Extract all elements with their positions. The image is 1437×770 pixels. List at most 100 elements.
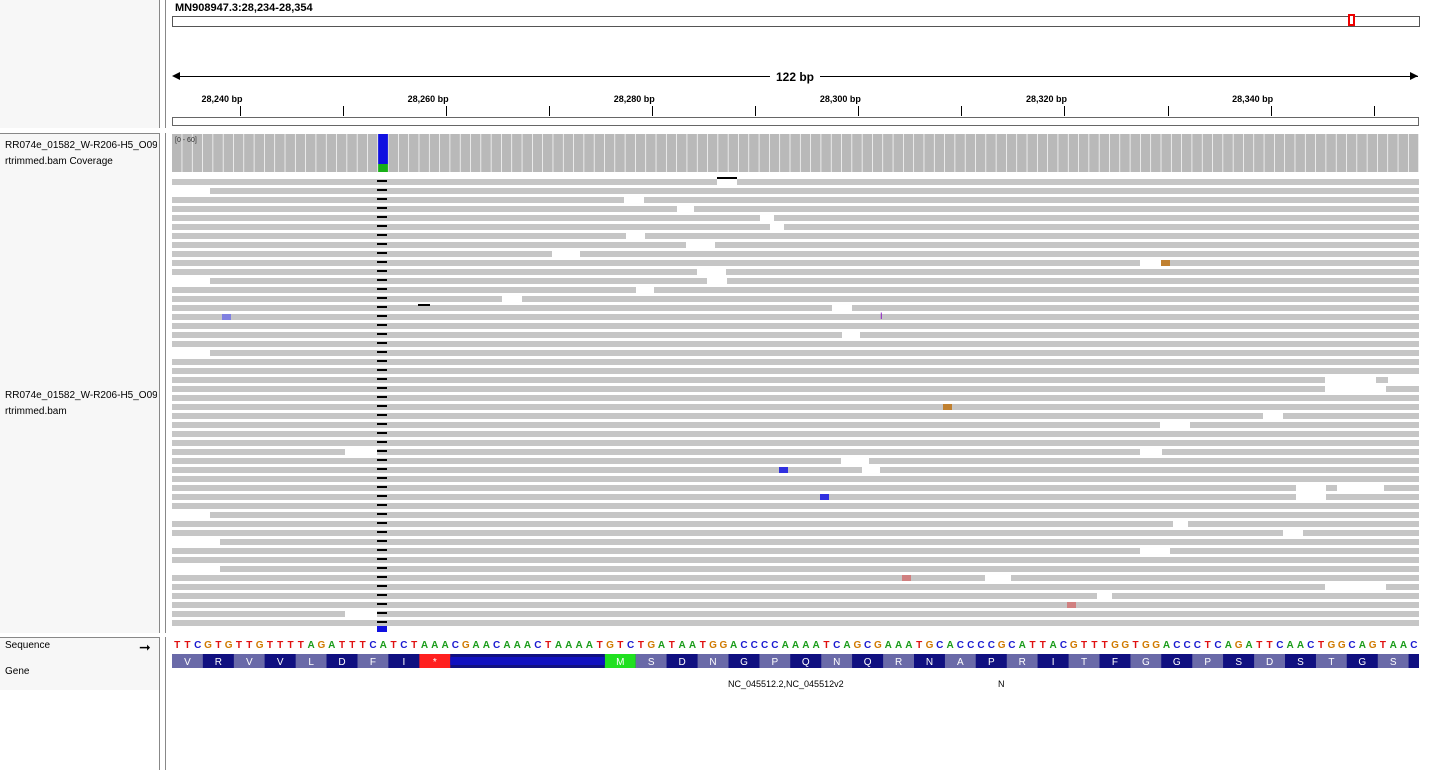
coverage-bar	[769, 134, 780, 172]
sequence-track-name[interactable]: Sequence	[5, 640, 51, 651]
gene-name-label[interactable]: N	[998, 679, 1005, 689]
amino-acid-letter: F	[1112, 657, 1118, 668]
amino-acid-box	[1346, 654, 1378, 668]
sequence-base: T	[1318, 640, 1324, 650]
aligned-read	[172, 323, 1419, 329]
alignment-track-name-line2[interactable]: rtrimmed.bam	[5, 406, 67, 417]
aligned-read	[172, 287, 636, 293]
indel-marker	[377, 405, 387, 407]
coverage-bar	[666, 134, 677, 172]
aligned-read	[172, 584, 1325, 590]
indel-marker	[377, 486, 387, 488]
sequence-base: G	[1121, 640, 1129, 650]
sequence-base: C	[1348, 640, 1355, 650]
coverage-bar	[790, 134, 800, 172]
sequence-base: T	[597, 640, 603, 650]
aligned-read	[172, 269, 697, 275]
aligned-read	[172, 494, 1296, 500]
ideogram-region-marker[interactable]	[1348, 14, 1355, 26]
sequence-base: G	[1235, 640, 1243, 650]
aligned-read	[210, 278, 707, 284]
coverage-bar	[1254, 134, 1264, 172]
aligned-read	[172, 548, 1140, 554]
gene-track-name[interactable]: Gene	[5, 666, 30, 677]
sequence-base: T	[391, 640, 397, 650]
sequence-base: A	[524, 640, 531, 650]
sequence-base: C	[1184, 640, 1191, 650]
amino-acid-letter: G	[1173, 657, 1181, 668]
amino-acid-box	[419, 654, 451, 668]
coverage-bar	[1089, 134, 1099, 172]
coverage-track[interactable]	[172, 134, 1419, 172]
indel-marker	[377, 252, 387, 254]
amino-acid-letter: R	[895, 657, 902, 668]
amino-acid-letter: V	[246, 657, 253, 668]
aligned-read	[172, 260, 1140, 266]
indel-marker	[377, 621, 387, 623]
mismatch-base	[222, 314, 231, 320]
coverage-bar	[1130, 134, 1141, 172]
sequence-base: A	[421, 640, 428, 650]
amino-acid-letter: P	[988, 657, 995, 668]
indel-marker	[377, 441, 387, 443]
gene-feature-label[interactable]: NC_045512.2,NC_045512v2	[728, 679, 844, 689]
sequence-base: A	[689, 640, 696, 650]
sequence-base: G	[462, 640, 470, 650]
amino-acid-box	[697, 654, 729, 668]
sequence-base: A	[555, 640, 562, 650]
coverage-bar	[728, 134, 739, 172]
amino-acid-box	[1223, 654, 1255, 668]
amino-acid-box	[357, 654, 389, 668]
coverage-bar	[738, 134, 749, 172]
aligned-read	[1190, 422, 1419, 428]
coverage-bar	[522, 134, 533, 172]
coverage-bar	[810, 134, 821, 172]
ruler-minor-tick	[1373, 106, 1375, 116]
indel-marker	[377, 297, 387, 299]
alignment-track-name-line1[interactable]: RR074e_01582_W-R206-H5_O09	[5, 390, 157, 401]
alignment-track[interactable]: I	[172, 176, 1419, 632]
sequence-base: A	[1245, 640, 1252, 650]
sequence-base: G	[874, 640, 882, 650]
coverage-track-name-line2[interactable]: rtrimmed.bam Coverage	[5, 156, 113, 167]
sequence-base: C	[400, 640, 407, 650]
coverage-bar	[656, 134, 666, 172]
sequence-base: T	[339, 640, 345, 650]
sequence-base: C	[771, 640, 778, 650]
sequence-base: C	[936, 640, 943, 650]
coverage-track-name-line1[interactable]: RR074e_01582_W-R206-H5_O09	[5, 140, 157, 151]
amino-acid-box	[202, 654, 234, 668]
aligned-read	[172, 449, 345, 455]
indel-marker	[377, 288, 387, 290]
sequence-base: G	[709, 640, 717, 650]
strand-arrow-icon[interactable]: ➞	[139, 639, 151, 655]
amino-acid-box	[944, 654, 976, 668]
ruler-bar[interactable]	[172, 117, 1419, 126]
indel-marker	[377, 567, 387, 569]
coverage-bar	[1285, 134, 1295, 172]
coverage-bar	[862, 134, 873, 172]
amino-acid-letter: I	[402, 657, 405, 668]
sequence-base: T	[700, 640, 706, 650]
indel-marker	[377, 279, 387, 281]
span-width-label: 122 bp	[770, 70, 821, 84]
ruler-tick	[240, 106, 242, 116]
coverage-bar	[1295, 134, 1305, 172]
coverage-bar	[1336, 134, 1347, 172]
sequence-base: A	[1019, 640, 1026, 650]
ruler-tick	[1270, 106, 1272, 116]
amino-acid-letter: R	[215, 657, 222, 668]
coverage-bar	[996, 134, 1007, 172]
chromosome-ideogram[interactable]	[172, 16, 1420, 27]
indel-marker	[377, 504, 387, 506]
aligned-read	[172, 404, 1419, 410]
aligned-read	[172, 332, 842, 338]
coverage-bar	[707, 134, 718, 172]
aligned-read	[172, 305, 832, 311]
coverage-bar	[687, 134, 697, 172]
aligned-read	[715, 242, 1419, 248]
coverage-bar	[202, 134, 213, 172]
ruler-tick	[446, 106, 448, 116]
